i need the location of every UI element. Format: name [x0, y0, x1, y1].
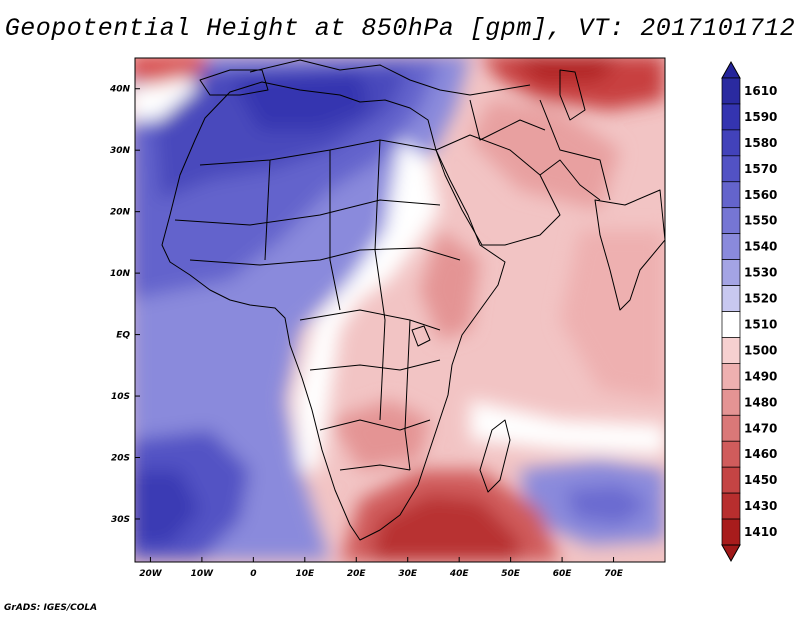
colorbar-swatch — [721, 285, 741, 312]
colorbar-label: 1450 — [744, 473, 777, 487]
africa-coastline — [161, 81, 506, 541]
lon-tick-label: 10E — [295, 569, 315, 579]
border-iran — [539, 99, 611, 201]
height-field — [135, 58, 665, 562]
border-meridional-3 — [374, 139, 386, 421]
colorbar-label: 1550 — [744, 214, 777, 228]
colorbar-swatch — [721, 466, 741, 494]
persian-gulf — [539, 159, 601, 201]
latitude-axis: 40N 30N 20N 10N EQ 10S 20S 30S — [109, 85, 140, 525]
lat-tick-label: 10S — [111, 392, 130, 402]
lon-tick-label: 10W — [191, 569, 215, 579]
colorbar-swatch — [721, 440, 741, 468]
colorbar-label: 1610 — [744, 84, 777, 98]
caspian — [559, 69, 586, 121]
colorbar-swatch — [721, 492, 741, 520]
colorbar-label: 1470 — [744, 421, 777, 435]
colorbar-label: 1510 — [744, 317, 777, 331]
border-mideast — [469, 99, 546, 141]
colorbar-label: 1410 — [744, 525, 777, 539]
colorbar-swatch — [721, 259, 741, 286]
lat-tick-label: 30S — [111, 515, 130, 525]
border-sahel — [174, 199, 441, 226]
colorbar-label: 1520 — [744, 292, 777, 306]
lat-tick-label: EQ — [116, 331, 130, 341]
iberia — [199, 69, 269, 96]
lon-tick-label: 20W — [139, 569, 163, 579]
border-south-2 — [339, 464, 411, 471]
border-meridional — [264, 159, 271, 261]
colorbar: 1610 1590 1580 1570 1560 1550 1540 1530 1520 1510… — [721, 60, 777, 563]
colorbar-label: 1480 — [744, 395, 777, 409]
colorbar-swatch — [721, 518, 741, 546]
border-meridional-2 — [329, 150, 341, 311]
lat-tick-label: 30N — [110, 146, 131, 156]
lon-tick-label: 0 — [250, 569, 256, 579]
colorbar-label: 1540 — [744, 240, 777, 254]
colorbar-swatch — [721, 77, 741, 105]
arabian-peninsula — [435, 134, 561, 246]
colorbar-label: 1490 — [744, 369, 777, 383]
colorbar-swatch — [721, 129, 741, 157]
colorbar-swatch — [721, 388, 741, 416]
lat-tick-label: 10N — [110, 269, 131, 279]
madagascar — [479, 419, 511, 493]
colorbar-swatch — [721, 337, 741, 364]
lon-tick-label: 40E — [449, 569, 470, 579]
colorbar-swatch — [721, 311, 741, 338]
border-meridional-4 — [404, 319, 411, 471]
border-central-2 — [309, 359, 441, 371]
lon-tick-label: 70E — [604, 569, 624, 579]
lon-tick-label: 50E — [501, 569, 521, 579]
lake-victoria — [411, 325, 431, 347]
mediterranean-north — [249, 59, 531, 96]
colorbar-label: 1560 — [744, 188, 777, 202]
colorbar-swatch — [721, 155, 741, 183]
colorbar-label: 1580 — [744, 136, 777, 150]
coastlines — [161, 59, 665, 541]
lon-tick-label: 20E — [347, 569, 367, 579]
lat-tick-label: 40N — [109, 85, 131, 95]
colorbar-swatch — [721, 181, 741, 209]
colorbar-label: 1460 — [744, 447, 777, 461]
colorbar-bottom-arrow — [721, 544, 741, 563]
colorbar-label: 1530 — [744, 266, 777, 280]
longitude-axis: 20W 10W 0 10E 20E 30E 40E 50E 60E 70E — [139, 557, 624, 579]
colorbar-label: 1590 — [744, 110, 777, 124]
border-sahel-2 — [189, 247, 461, 266]
colorbar-swatch — [721, 414, 741, 442]
lon-tick-label: 60E — [553, 569, 573, 579]
colorbar-label: 1430 — [744, 499, 777, 513]
colorbar-swatch — [721, 363, 741, 390]
colorbar-top-arrow — [721, 60, 741, 79]
map-frame — [134, 57, 666, 563]
border-south — [319, 419, 431, 431]
colorbar-swatch — [721, 103, 741, 131]
footer-credit: GrADS: IGES/COLA — [4, 603, 98, 613]
lon-tick-label: 30E — [398, 569, 418, 579]
border-central — [299, 309, 441, 331]
colorbar-label: 1570 — [744, 162, 777, 176]
chart-title: Geopotential Height at 850hPa [gpm], VT:… — [4, 14, 796, 43]
colorbar-swatch — [721, 207, 741, 235]
colorbar-label: 1500 — [744, 343, 777, 357]
lat-tick-label: 20N — [110, 208, 131, 218]
lat-tick-label: 20S — [111, 454, 130, 464]
india-coast — [594, 189, 665, 311]
colorbar-swatch — [721, 233, 741, 260]
